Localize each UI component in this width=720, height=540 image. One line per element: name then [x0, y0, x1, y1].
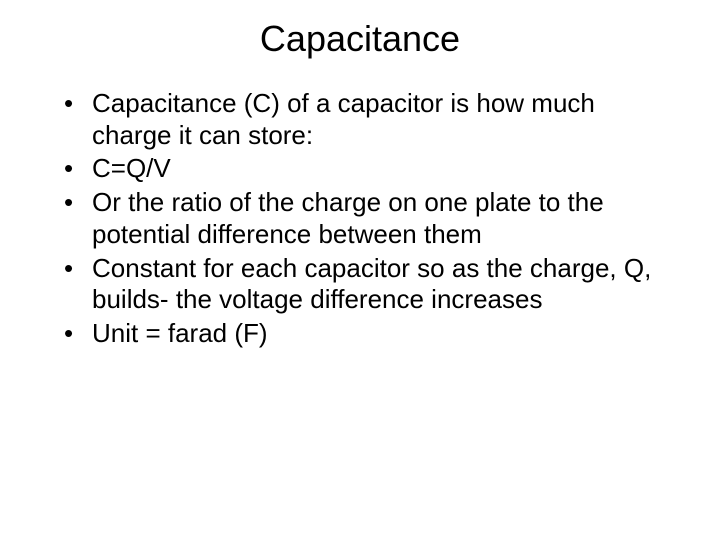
bullet-item: Constant for each capacitor so as the ch… — [64, 253, 672, 316]
bullet-item: Capacitance (C) of a capacitor is how mu… — [64, 88, 672, 151]
bullet-item: C=Q/V — [64, 153, 672, 185]
bullet-list: Capacitance (C) of a capacitor is how mu… — [48, 88, 672, 350]
slide-title: Capacitance — [48, 18, 672, 60]
slide-container: Capacitance Capacitance (C) of a capacit… — [0, 0, 720, 540]
bullet-item: Or the ratio of the charge on one plate … — [64, 187, 672, 250]
bullet-item: Unit = farad (F) — [64, 318, 672, 350]
